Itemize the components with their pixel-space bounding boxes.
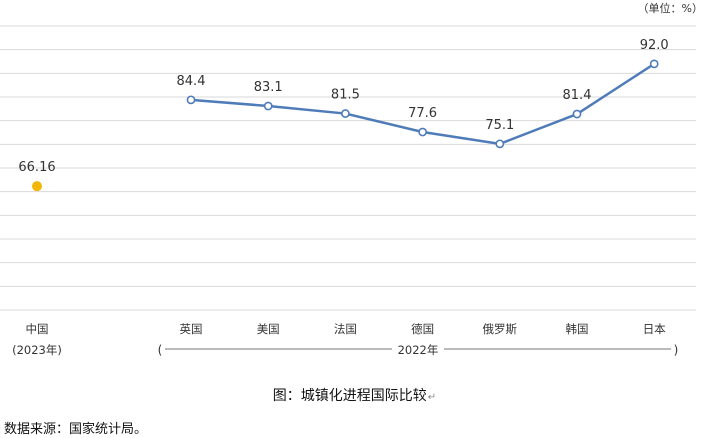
line-chart: 66.16 84.4 83.1 81.5 77.6 75.1 81.4 92.0 中国 (202…	[0, 25, 696, 357]
bracket-open: (	[158, 343, 163, 357]
data-point	[649, 59, 659, 69]
data-label: 83.1	[254, 80, 283, 95]
gridlines	[0, 25, 696, 311]
data-point	[572, 109, 582, 119]
data-source-note: 数据来源：国家统计局。	[4, 422, 148, 437]
x-tick-label: 美国	[257, 322, 280, 336]
x-tick-label: 英国	[180, 322, 203, 336]
data-label: 77.6	[408, 106, 437, 121]
data-label: 92.0	[640, 38, 669, 53]
highlight-data-label: 66.16	[18, 160, 55, 175]
data-point	[340, 109, 350, 118]
x-tick-label: 法国	[334, 322, 357, 336]
x-tick-label: 韩国	[566, 322, 589, 336]
bracket-label: 2022年	[398, 343, 439, 357]
x-tick-label: 日本	[643, 322, 666, 336]
data-point	[418, 127, 427, 137]
highlight-point	[32, 181, 42, 192]
data-labels: 66.16 84.4 83.1 81.5 77.6 75.1 81.4 92.0	[18, 38, 668, 175]
data-label: 84.4	[177, 74, 206, 89]
figure-caption: 图：城镇化进程国际比较↵	[0, 385, 709, 405]
data-label: 75.1	[485, 118, 514, 133]
x-tick-label: 俄罗斯	[483, 322, 518, 336]
data-label: 81.5	[331, 88, 360, 103]
data-label: 81.4	[563, 88, 592, 103]
x-axis: 中国 (2023年) 英国 美国 法国 德国 俄罗斯 韩国 日本 () 2022年	[12, 322, 678, 357]
return-mark-icon: ↵	[427, 392, 437, 403]
data-point	[263, 101, 273, 111]
data-points	[32, 59, 659, 192]
bracket-close: )	[674, 343, 679, 357]
unit-label: （单位：%）	[637, 2, 703, 15]
data-point	[495, 139, 505, 149]
x-tick-label: 德国	[411, 322, 434, 336]
data-point	[186, 95, 196, 105]
caption-text: 图：城镇化进程国际比较	[272, 388, 427, 404]
x-tick-sublabel: (2023年)	[12, 343, 62, 357]
x-tick-label: 中国	[26, 322, 49, 336]
